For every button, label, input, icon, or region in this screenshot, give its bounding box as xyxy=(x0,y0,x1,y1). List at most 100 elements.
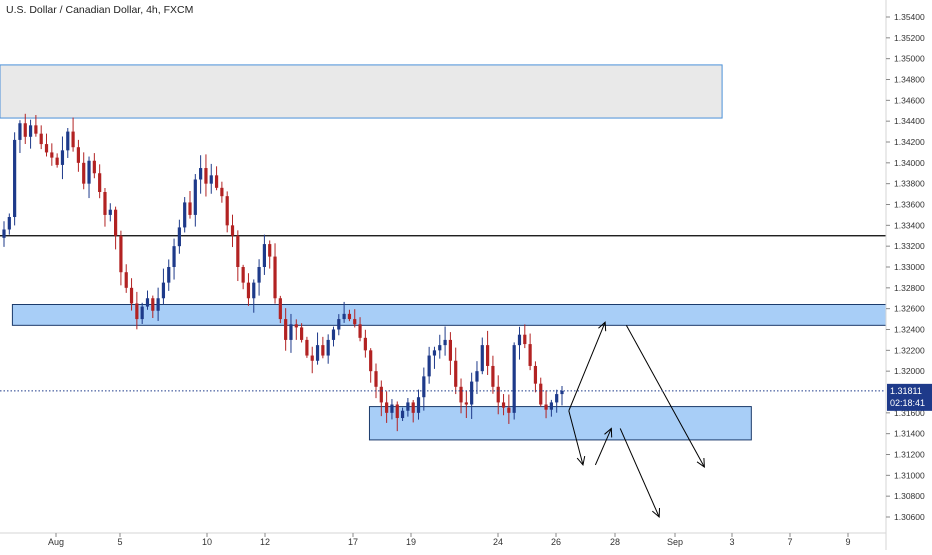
candle-body xyxy=(528,344,532,366)
candle-body xyxy=(204,168,208,184)
candle-body xyxy=(448,339,452,361)
candle-body xyxy=(177,227,181,247)
price-tick-label: 1.35200 xyxy=(894,33,925,43)
candle-body xyxy=(188,202,192,215)
price-tick-label: 1.32800 xyxy=(894,283,925,293)
candle-body xyxy=(369,350,373,372)
candle-body xyxy=(183,202,187,228)
candle-body xyxy=(156,298,160,311)
candle-body xyxy=(60,150,65,165)
candle-body xyxy=(18,123,22,140)
candle-body xyxy=(390,404,394,413)
candle-body xyxy=(140,306,144,320)
candle-body xyxy=(342,313,346,320)
scenario-arrow-head xyxy=(598,321,607,332)
candle-body xyxy=(501,402,506,408)
candle-body xyxy=(39,133,43,145)
candle-body xyxy=(246,282,251,299)
candle-body xyxy=(555,394,559,403)
candle-body xyxy=(379,386,383,403)
current-price-label: 1.31811 xyxy=(890,386,922,396)
candle-body xyxy=(294,324,298,328)
candle-body xyxy=(326,339,330,356)
price-tick-label: 1.30600 xyxy=(894,512,925,522)
time-tick-label: 5 xyxy=(117,537,122,547)
candles-layer xyxy=(2,113,564,432)
price-tick-label: 1.31200 xyxy=(894,450,925,460)
candle-body xyxy=(7,217,11,230)
candle-body xyxy=(28,125,33,137)
candle-body xyxy=(464,402,468,405)
candle-body xyxy=(66,131,70,151)
time-axis[interactable]: Aug 5 10 12 17 19 24 26 28 Sep 3 7 9 xyxy=(48,533,851,547)
price-tick-label: 1.34000 xyxy=(894,158,925,168)
candle-body xyxy=(459,386,463,403)
candle-body xyxy=(544,404,548,410)
candle-body xyxy=(145,298,150,307)
candle-body xyxy=(443,339,447,346)
candle-body xyxy=(13,139,17,217)
candle-body xyxy=(400,410,405,419)
price-tick-label: 1.35000 xyxy=(894,54,925,64)
candle-body xyxy=(2,229,6,238)
candle-body xyxy=(507,407,511,413)
price-tick-label: 1.30800 xyxy=(894,491,925,501)
candle-body xyxy=(151,298,155,311)
candle-body xyxy=(533,365,538,384)
price-axis[interactable]: 1.35400 1.35200 1.35000 1.34800 1.34600 1.344… xyxy=(886,12,925,522)
time-tick-label: Aug xyxy=(48,537,64,547)
candle-body xyxy=(475,371,479,382)
scenario-arrow-line xyxy=(619,428,660,518)
price-tick-label: 1.32400 xyxy=(894,325,925,335)
candle-body xyxy=(87,160,91,184)
scenario-arrow-line xyxy=(594,428,612,466)
candle-body xyxy=(406,402,410,411)
candle-body xyxy=(241,267,245,283)
price-tick-label: 1.33400 xyxy=(894,220,925,230)
candle-body xyxy=(512,345,516,413)
candle-body xyxy=(257,267,261,283)
support-zone xyxy=(368,406,752,441)
candle-body xyxy=(385,402,389,413)
candle-body xyxy=(193,179,197,215)
candle-body xyxy=(305,339,309,356)
candle-body xyxy=(167,267,171,283)
candle-body xyxy=(214,175,219,188)
candle-body xyxy=(252,282,256,299)
candle-body xyxy=(289,324,293,340)
candle-body xyxy=(76,147,80,163)
price-tick-label: 1.33200 xyxy=(894,241,925,251)
candle-body xyxy=(199,168,203,180)
scenario-arrow-line xyxy=(568,410,584,466)
candle-body xyxy=(321,345,325,356)
scenario-arrow-head xyxy=(576,455,586,467)
time-tick-label: 12 xyxy=(260,537,270,547)
candle-body xyxy=(517,334,522,346)
candle-body xyxy=(98,173,102,192)
candle-body xyxy=(55,157,59,165)
price-tick-label: 1.33800 xyxy=(894,179,925,189)
scenario-arrow-head xyxy=(652,507,661,519)
price-tick-label: 1.35400 xyxy=(894,12,925,22)
time-tick-label: 7 xyxy=(787,537,792,547)
candle-body xyxy=(209,175,213,184)
price-tick-label: 1.34600 xyxy=(894,95,925,105)
price-tick-label: 1.32200 xyxy=(894,345,925,355)
scenario-arrow-head xyxy=(696,457,705,469)
candle-body xyxy=(438,345,442,351)
price-tick-label: 1.31400 xyxy=(894,429,925,439)
time-tick-label: 3 xyxy=(729,537,734,547)
zones-layer xyxy=(0,64,887,441)
time-tick-label: 10 xyxy=(202,537,212,547)
candle-body xyxy=(92,160,96,174)
scenario-arrows-layer xyxy=(568,321,705,519)
scenario-arrow-line xyxy=(625,325,705,468)
candle-body xyxy=(416,397,421,413)
price-tick-label: 1.34800 xyxy=(894,75,925,85)
supply-zone xyxy=(0,64,723,119)
candle-body xyxy=(358,324,362,338)
candle-body xyxy=(347,313,352,320)
scenario-arrow-head xyxy=(604,427,613,438)
price-tick-label: 1.32600 xyxy=(894,304,925,314)
